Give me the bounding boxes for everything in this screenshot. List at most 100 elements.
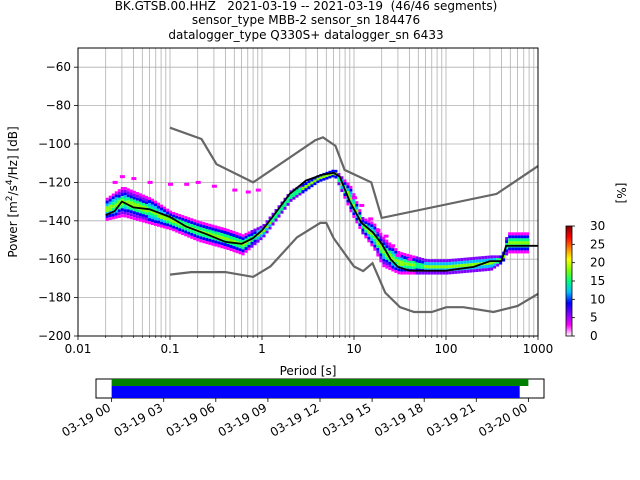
heatmap-cell: [244, 241, 248, 245]
heatmap-cell: [370, 224, 374, 228]
heatmap-cell: [184, 227, 188, 231]
heatmap-cell: [355, 220, 359, 224]
heatmap-cell: [169, 221, 173, 225]
heatmap-cell: [463, 260, 467, 264]
heatmap-cell: [265, 228, 269, 231]
heatmap-cell: [123, 187, 127, 190]
heatmap-cell: [144, 220, 148, 224]
heatmap-cell: [514, 235, 518, 239]
heatmap-cell: [322, 175, 326, 179]
heatmap-cell: [433, 271, 437, 275]
heatmap-cell: [523, 247, 527, 251]
heatmap-cell: [117, 200, 121, 204]
heatmap-cell: [337, 179, 341, 183]
heatmap-cell: [463, 269, 467, 274]
heatmap-cell: [226, 237, 230, 241]
heatmap-cell: [126, 191, 130, 195]
heatmap-cell: [223, 243, 227, 247]
heatmap-cell: [310, 184, 314, 188]
heatmap-cell: [138, 204, 142, 208]
heatmap-cell: [397, 250, 401, 254]
heatmap-cell: [499, 255, 503, 259]
heatmap-cell: [400, 263, 404, 267]
heatmap-cell: [334, 175, 338, 179]
heatmap-cell: [436, 265, 440, 269]
heatmap-cell: [262, 223, 266, 227]
heatmap-cell: [403, 253, 407, 257]
heatmap-cell: [129, 192, 133, 196]
heatmap-cell: [172, 220, 176, 223]
heatmap-cell: [132, 190, 136, 194]
heatmap-cell: [105, 206, 109, 210]
heatmap-cell: [391, 248, 395, 252]
heatmap-cell: [517, 232, 521, 236]
heatmap-cell: [346, 182, 350, 186]
heatmap-cell: [274, 218, 278, 222]
heatmap-cell: [138, 216, 142, 219]
heatmap-cell: [253, 231, 257, 235]
heatmap-cell: [373, 235, 377, 239]
heatmap-cell: [190, 221, 194, 225]
heatmap-cell: [147, 215, 151, 219]
heatmap-cell: [208, 238, 212, 242]
heatmap-cell: [379, 235, 383, 239]
heatmap-cell: [135, 203, 139, 207]
heatmap-cell: [268, 224, 272, 227]
heatmap-cell: [150, 216, 155, 220]
heatmap-cell: [370, 232, 374, 236]
heatmap-cell: [313, 176, 317, 180]
heatmap-cell: [343, 179, 347, 183]
heatmap-cell: [478, 256, 482, 260]
heatmap-cell: [217, 232, 221, 236]
heatmap-cell: [277, 214, 281, 218]
heatmap-cell: [454, 258, 458, 262]
heatmap-cell: [132, 199, 136, 203]
heatmap-cell: [196, 232, 200, 236]
heatmap-cell: [226, 234, 230, 238]
heatmap-cell: [202, 240, 206, 244]
heatmap-cell: [114, 191, 118, 195]
heatmap-cell: [232, 249, 236, 253]
heatmap-cell: [169, 218, 173, 222]
heatmap-cell: [325, 174, 329, 177]
heatmap-cell: [135, 212, 139, 216]
heatmap-cell: [160, 216, 164, 219]
heatmap-cell: [271, 222, 275, 226]
heatmap-cell: [220, 230, 224, 234]
heatmap-cell: [490, 255, 494, 259]
heatmap-cell: [154, 217, 158, 221]
heatmap-cell: [163, 222, 167, 226]
heatmap-cell: [382, 236, 386, 240]
heatmap-cell: [184, 216, 188, 220]
heatmap-cell: [199, 227, 203, 231]
heatmap-cell: [472, 259, 476, 264]
heatmap-cell: [232, 246, 236, 250]
heatmap-cell: [490, 258, 494, 262]
heatmap-cell: [120, 208, 124, 212]
heatmap-cell: [523, 235, 527, 239]
heatmap-cell: [460, 264, 464, 268]
heatmap-cell: [505, 240, 509, 244]
heatmap-cell: [349, 185, 353, 189]
heatmap-cell: [394, 248, 398, 251]
heatmap-cell: [442, 259, 446, 263]
heatmap-cell: [403, 256, 407, 260]
heatmap-cell: [406, 265, 410, 269]
heatmap-cell: [274, 215, 278, 219]
heatmap-cell: [238, 233, 242, 237]
heatmap-cell: [126, 215, 130, 219]
heatmap-cell: [328, 170, 332, 174]
y-tick-label: −80: [46, 99, 71, 113]
heatmap-cell: [144, 198, 148, 202]
heatmap-cell: [520, 232, 524, 236]
heatmap-cell: [211, 230, 215, 234]
heatmap-cell: [400, 254, 404, 258]
heatmap-cell: [262, 231, 266, 235]
heatmap-cell: [511, 235, 515, 239]
heatmap-cell: [105, 215, 109, 218]
coverage-tick-label: 03-19 06: [164, 400, 218, 439]
heatmap-cell: [114, 212, 118, 216]
heatmap-cell: [490, 261, 494, 265]
heatmap-cell: [250, 241, 254, 245]
